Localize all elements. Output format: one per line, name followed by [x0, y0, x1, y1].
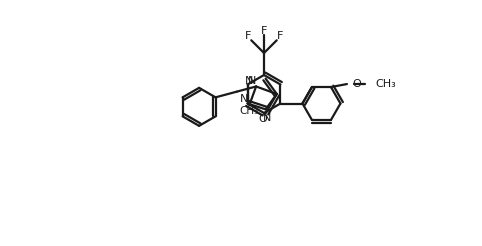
Text: N: N — [241, 93, 249, 104]
Text: F: F — [277, 31, 283, 41]
Text: CH₃: CH₃ — [375, 79, 396, 89]
Text: O: O — [352, 79, 361, 89]
Text: N: N — [248, 77, 256, 87]
Text: N: N — [245, 76, 254, 86]
Text: N: N — [263, 113, 271, 123]
Text: F: F — [245, 31, 252, 41]
Text: F: F — [261, 26, 267, 36]
Text: O: O — [258, 114, 267, 124]
Text: CH₃: CH₃ — [240, 106, 259, 116]
